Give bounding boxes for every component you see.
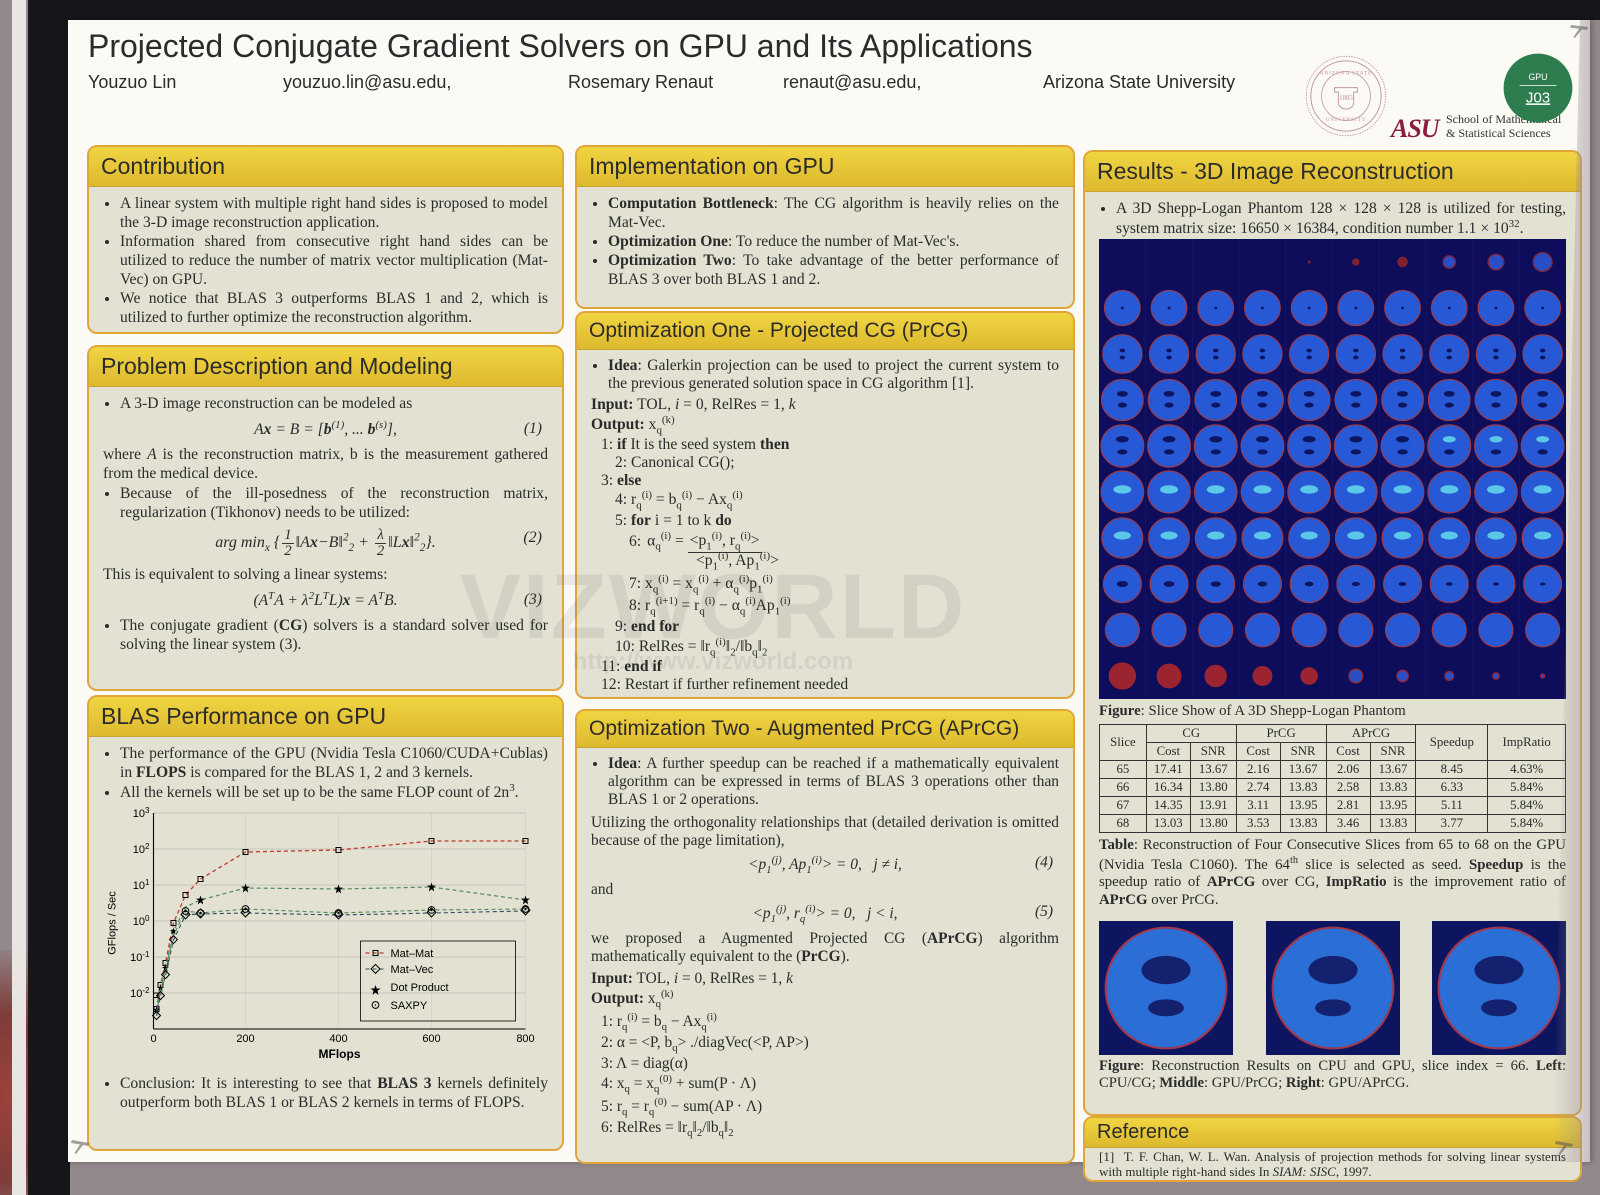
svg-text:0: 0: [150, 1033, 156, 1045]
svg-text:10-1: 10-1: [130, 950, 150, 965]
svg-text:102: 102: [133, 842, 150, 857]
svg-text:100: 100: [133, 914, 150, 929]
svg-text:1885: 1885: [1339, 95, 1353, 102]
svg-text:Mat–Mat: Mat–Mat: [391, 948, 434, 960]
svg-text:103: 103: [133, 806, 150, 821]
svg-text:GPU: GPU: [1528, 72, 1547, 82]
svg-text:Dot Product: Dot Product: [391, 982, 449, 994]
svg-text:10-2: 10-2: [130, 986, 150, 1001]
svg-text:J03: J03: [1526, 89, 1551, 106]
svg-text:400: 400: [329, 1033, 347, 1045]
svg-text:MFlops: MFlops: [319, 1047, 361, 1061]
svg-text:101: 101: [133, 878, 150, 893]
svg-text:600: 600: [422, 1033, 440, 1045]
svg-text:SAXPY: SAXPY: [391, 1000, 428, 1012]
svg-text:200: 200: [236, 1033, 254, 1045]
svg-text:Mat–Vec: Mat–Vec: [391, 964, 434, 976]
svg-text:GFlops / Sec: GFlops / Sec: [107, 891, 119, 955]
svg-text:800: 800: [516, 1033, 534, 1045]
svg-text:UNIVERSITY: UNIVERSITY: [1325, 117, 1366, 123]
svg-text:ARIZONA STATE: ARIZONA STATE: [1320, 71, 1372, 77]
